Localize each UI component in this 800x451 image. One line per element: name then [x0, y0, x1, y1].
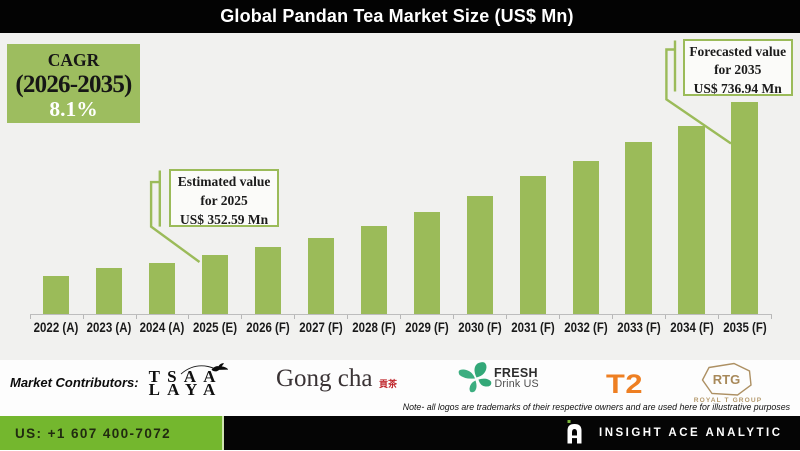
svg-text:ROYAL T GROUP: ROYAL T GROUP — [694, 397, 763, 404]
svg-text:RTG: RTG — [713, 372, 740, 387]
